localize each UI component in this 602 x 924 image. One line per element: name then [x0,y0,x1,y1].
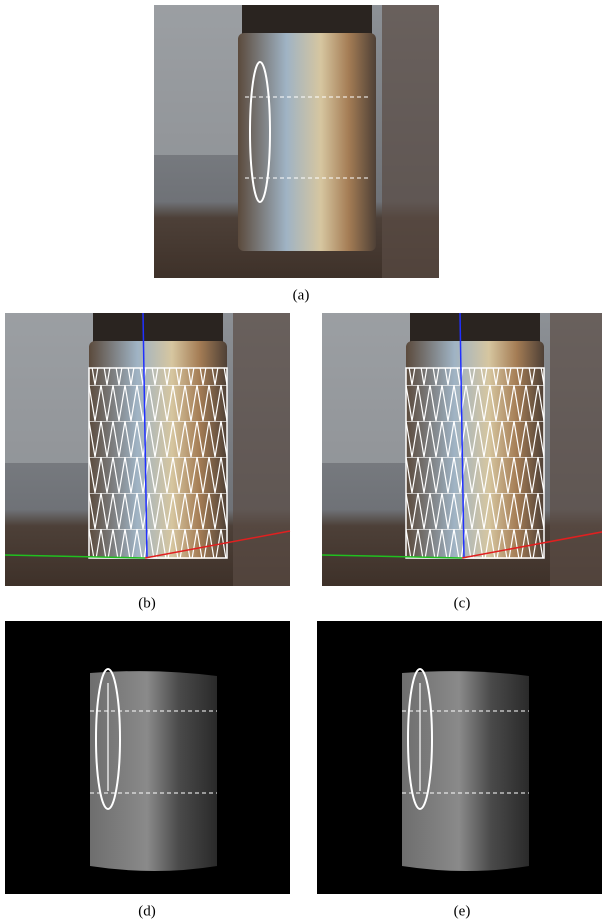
figure: (a) (b) (c) (d) (e) [0,0,602,924]
panel-b [5,313,290,586]
panel-a [154,5,439,278]
panel-d [5,621,290,894]
caption: (c) [454,595,471,611]
caption: (b) [138,595,156,611]
panel-c [322,313,602,586]
panel-e [317,621,602,894]
caption: (e) [454,903,471,919]
caption: (d) [138,903,156,919]
caption: (a) [293,287,310,303]
